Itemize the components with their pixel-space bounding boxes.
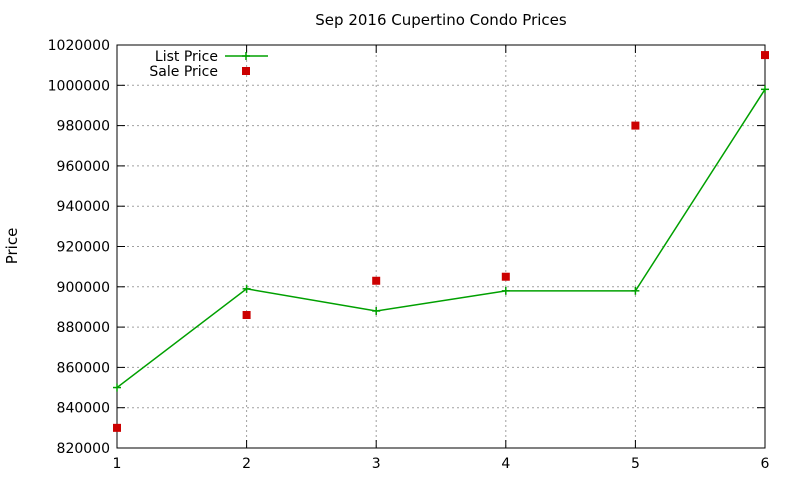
sale-price-point	[501, 272, 510, 281]
y-tick-label: 980000	[57, 119, 110, 135]
legend: List Price Sale Price	[149, 49, 268, 80]
axis-ticks	[116, 44, 766, 449]
y-tick-labels: 820000 840000 860000 880000 900000 920000 9400…	[48, 38, 110, 457]
x-tick-label: 3	[372, 456, 381, 472]
sale-price-point	[631, 121, 640, 130]
legend-swatch-list-price	[225, 52, 268, 60]
legend-label-sale-price: Sale Price	[149, 64, 218, 80]
grid-lines	[117, 45, 765, 448]
y-tick-label: 900000	[57, 280, 110, 296]
y-tick-label: 1000000	[48, 78, 110, 94]
series-layer	[113, 51, 769, 432]
list-price-point	[113, 383, 121, 392]
x-tick-label: 1	[113, 456, 122, 472]
sale-price-point	[113, 423, 121, 432]
y-tick-label: 820000	[57, 441, 110, 457]
legend-marker-sale-price	[242, 67, 250, 75]
legend-label-list-price: List Price	[155, 49, 218, 65]
y-tick-label: 940000	[57, 199, 110, 215]
y-tick-label: 880000	[57, 320, 110, 336]
y-tick-label: 840000	[57, 401, 110, 417]
x-tick-label: 2	[242, 456, 251, 472]
list-price-point	[242, 284, 251, 293]
y-tick-label: 920000	[57, 240, 110, 256]
list-price-point	[761, 85, 769, 94]
y-axis-label: Price	[3, 228, 21, 265]
list-price-point	[501, 286, 510, 295]
sale-price-point	[761, 51, 769, 60]
legend-marker-list-price	[242, 52, 250, 60]
list-price-point	[372, 306, 381, 315]
x-tick-label: 6	[761, 456, 770, 472]
sale-price-point	[372, 276, 381, 285]
series-line-list-price	[116, 88, 766, 389]
x-tick-labels: 1 2 3 4 5 6	[113, 456, 770, 472]
x-tick-label: 5	[631, 456, 640, 472]
legend-swatch-sale-price	[242, 67, 250, 75]
sale-price-point	[242, 311, 251, 320]
y-tick-label: 960000	[57, 159, 110, 175]
y-tick-label: 860000	[57, 360, 110, 376]
y-tick-label: 1020000	[48, 38, 110, 54]
list-price-point	[631, 286, 640, 295]
chart-title: Sep 2016 Cupertino Condo Prices	[315, 11, 567, 29]
x-tick-label: 4	[501, 456, 510, 472]
